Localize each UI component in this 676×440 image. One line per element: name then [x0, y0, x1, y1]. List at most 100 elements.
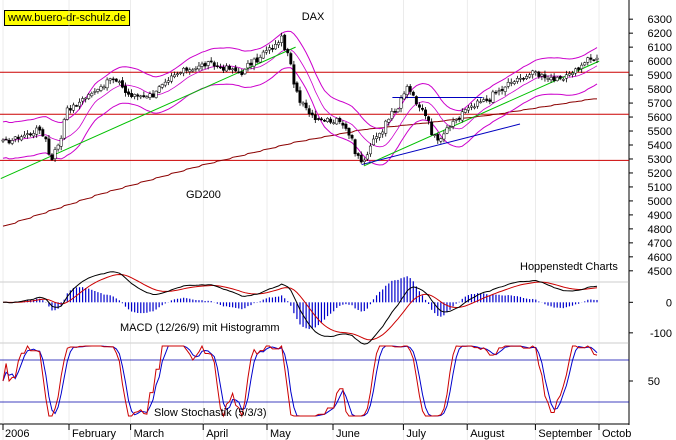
candle-body	[4, 138, 8, 141]
gd200-label: GD200	[186, 189, 221, 201]
candle-body	[200, 63, 204, 67]
macd-y-tick-label: 0	[666, 297, 672, 309]
candle-body	[81, 98, 85, 102]
price-y-tick-label: 5500	[648, 126, 672, 138]
candle-body	[421, 107, 424, 110]
candle-body	[519, 77, 522, 80]
candle-body	[261, 51, 265, 59]
price-y-tick-label: 4900	[648, 210, 672, 222]
price-y-tick-label: 4600	[648, 252, 672, 264]
candle-body	[252, 58, 256, 67]
candle-body	[335, 118, 339, 125]
candle-body	[497, 90, 501, 92]
candle-body	[543, 74, 547, 79]
candle-body	[166, 80, 170, 83]
source-label: Hoppenstedt Charts	[520, 261, 618, 273]
price-y-tick-label: 4500	[648, 266, 672, 278]
candle-body	[75, 105, 78, 107]
candle-body	[577, 67, 581, 70]
candle-body	[133, 94, 137, 97]
candle-body	[26, 133, 29, 135]
bollinger-middle-band	[2, 49, 598, 148]
candle-body	[341, 122, 345, 126]
candle-body	[267, 47, 271, 51]
month-label-2006: 2006	[5, 428, 29, 440]
candle-body	[378, 133, 382, 138]
candle-body	[157, 86, 161, 93]
candle-body	[47, 138, 51, 155]
candle-body	[228, 65, 232, 70]
candle-body	[408, 86, 412, 92]
candle-body	[466, 107, 470, 111]
candle-body	[108, 78, 112, 81]
candle-body	[470, 105, 473, 108]
candle-body	[124, 85, 127, 93]
candle-body	[359, 154, 363, 163]
candle-body	[580, 64, 584, 70]
price-chart-title: DAX	[302, 11, 325, 23]
month-label-octob: Octob	[602, 428, 631, 440]
candle-body	[347, 128, 351, 136]
candle-body	[148, 93, 152, 98]
price-y-tick-label: 5800	[648, 84, 672, 96]
month-label-february: February	[72, 428, 117, 440]
candle-body	[561, 79, 565, 81]
candle-body	[534, 71, 538, 73]
price-y-tick-label: 5300	[648, 154, 672, 166]
candle-body	[71, 104, 75, 111]
candle-body	[246, 63, 250, 69]
price-y-tick-label: 6100	[648, 42, 672, 54]
candle-body	[7, 139, 11, 144]
candle-body	[145, 96, 149, 99]
candle-body	[1, 139, 5, 142]
candle-body	[19, 136, 23, 141]
candle-body	[13, 136, 17, 140]
candle-body	[537, 71, 541, 77]
candle-body	[197, 65, 201, 70]
price-y-tick-label: 5700	[648, 98, 672, 110]
candle-body	[528, 74, 532, 78]
candle-body	[414, 96, 418, 105]
candle-body	[277, 42, 281, 46]
candle-body	[176, 73, 179, 76]
stochastic-title: Slow Stochastik (5/3/3)	[154, 407, 267, 419]
candle-body	[50, 154, 54, 161]
candle-body	[237, 71, 241, 74]
price-candlesticks	[1, 32, 599, 165]
candle-body	[350, 135, 354, 139]
candle-body	[111, 78, 115, 81]
bollinger-lower-band	[2, 67, 598, 166]
candle-body	[179, 72, 183, 74]
candle-body	[549, 77, 553, 81]
candle-body	[87, 94, 91, 99]
candle-body	[44, 136, 48, 140]
candle-body	[292, 64, 296, 85]
candle-body	[120, 80, 124, 88]
candle-body	[381, 131, 385, 135]
candle-body	[460, 111, 464, 121]
candle-body	[433, 134, 437, 136]
candle-body	[491, 91, 495, 103]
candle-body	[93, 91, 97, 93]
trend-line-1	[0, 46, 296, 180]
candle-body	[525, 76, 529, 79]
candle-body	[215, 65, 219, 67]
candle-body	[295, 82, 299, 92]
candle-body	[509, 82, 513, 84]
candle-body	[38, 126, 42, 131]
candle-body	[114, 78, 118, 82]
candle-body	[274, 43, 277, 50]
trend-line-3	[361, 123, 521, 166]
price-y-tick-label: 6300	[648, 14, 672, 26]
month-label-april: April	[206, 428, 228, 440]
candle-body	[212, 62, 216, 67]
candle-body	[35, 127, 39, 135]
candle-body	[546, 78, 550, 80]
candle-body	[78, 101, 81, 107]
candle-body	[442, 133, 446, 140]
candle-body	[405, 86, 409, 95]
price-y-tick-label: 5900	[648, 70, 672, 82]
candle-body	[424, 109, 427, 117]
